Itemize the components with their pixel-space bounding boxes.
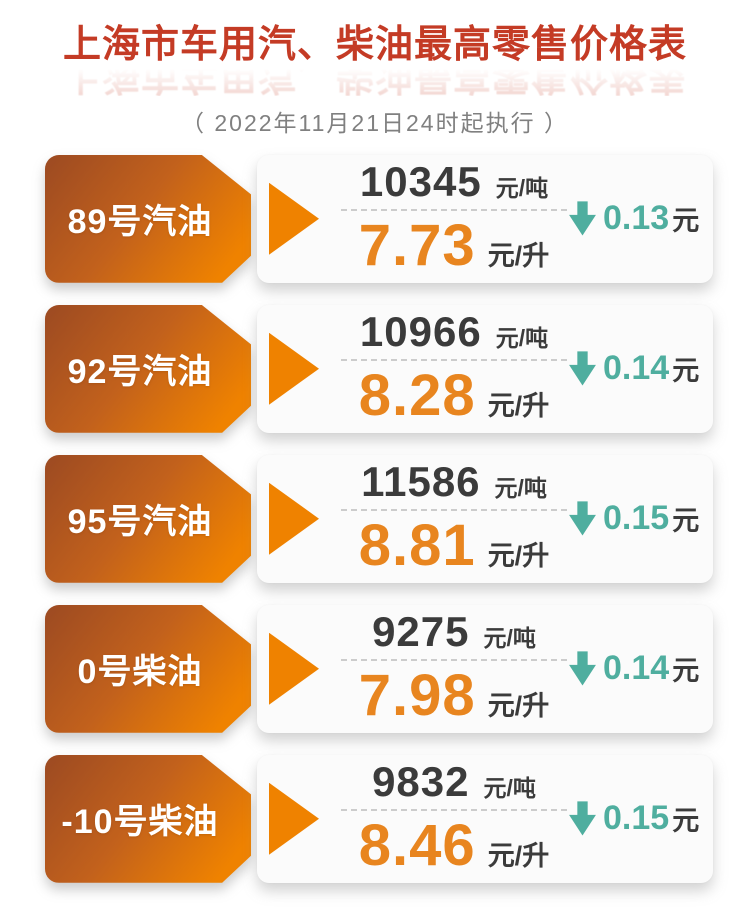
effective-date: （ 2022年11月21日24时起执行 ） [181, 109, 569, 136]
price-per-liter-line: 7.73 元/升 [359, 212, 549, 279]
page-title: 上海市车用汽、柴油最高零售价格表 [62, 24, 687, 66]
price-change-value: 0.14 [603, 349, 670, 388]
fuel-type-tag-wrap: 89号汽油 [45, 154, 251, 283]
fuel-type-tag: 92号汽油 [45, 304, 251, 433]
price-per-liter-value: 8.81 [358, 513, 476, 579]
price-per-liter-value: 8.46 [358, 813, 476, 879]
price-per-ton-value: 9832 [372, 758, 470, 806]
price-block: 10966 元/吨 8.28 元/升 [341, 308, 567, 429]
price-per-liter-unit: 元/升 [487, 841, 550, 872]
price-change: 0.15 元 [567, 499, 699, 538]
price-card: 10966 元/吨 8.28 元/升 0.14 元 [257, 304, 714, 433]
price-per-liter-line: 8.81 元/升 [359, 512, 549, 579]
fuel-type-tag-wrap: 92号汽油 [45, 304, 251, 433]
price-per-ton-unit: 元/吨 [483, 625, 536, 652]
down-arrow-icon [569, 501, 596, 536]
price-change: 0.14 元 [567, 349, 699, 388]
price-per-ton-line: 10966 元/吨 [360, 308, 548, 356]
dashed-divider [341, 359, 567, 362]
price-per-ton-unit: 元/吨 [495, 325, 549, 352]
price-change-unit: 元 [672, 806, 700, 837]
fuel-type-label: 95号汽油 [67, 503, 213, 542]
price-change-unit: 元 [672, 356, 700, 387]
price-per-liter-unit: 元/升 [487, 391, 550, 422]
price-per-liter-unit: 元/升 [487, 241, 550, 272]
price-change-unit: 元 [672, 656, 700, 687]
price-change-value: 0.15 [603, 799, 670, 838]
fuel-type-label: 92号汽油 [67, 353, 213, 392]
dashed-divider [341, 509, 567, 512]
fuel-type-tag: 89号汽油 [45, 154, 251, 283]
price-per-liter-unit: 元/升 [487, 691, 550, 722]
down-arrow-icon [569, 801, 596, 836]
price-per-ton-value: 11586 [361, 458, 481, 506]
price-per-ton-line: 9275 元/吨 [372, 608, 536, 656]
price-block: 10345 元/吨 7.73 元/升 [341, 158, 567, 279]
right-triangle-icon [269, 332, 319, 405]
price-per-liter-unit: 元/升 [487, 541, 550, 572]
right-triangle-icon [269, 182, 319, 255]
price-per-liter-value: 7.98 [358, 663, 476, 729]
price-per-ton-unit: 元/吨 [494, 475, 547, 502]
price-per-liter-line: 7.98 元/升 [359, 662, 549, 729]
price-per-ton-value: 10345 [359, 158, 482, 206]
right-triangle-icon [269, 632, 319, 705]
price-per-liter-value: 8.28 [358, 363, 476, 429]
down-arrow-icon [569, 201, 596, 236]
dashed-divider [341, 809, 567, 812]
fuel-row: 95号汽油 11586 元/吨 8.81 元/升 [45, 454, 714, 583]
price-change-value: 0.15 [603, 499, 670, 538]
price-card: 9832 元/吨 8.46 元/升 0.15 元 [257, 754, 714, 883]
price-per-ton-unit: 元/吨 [495, 175, 549, 202]
price-change-unit: 元 [672, 506, 700, 537]
fuel-type-label: 0号柴油 [77, 653, 203, 692]
down-arrow-icon [569, 351, 596, 386]
price-card: 10345 元/吨 7.73 元/升 0.13 元 [257, 154, 714, 283]
price-change: 0.13 元 [567, 199, 699, 238]
fuel-row: 0号柴油 9275 元/吨 7.98 元/升 [45, 604, 714, 733]
dashed-divider [341, 209, 567, 212]
price-per-ton-line: 10345 元/吨 [360, 158, 548, 206]
fuel-type-tag-wrap: 95号汽油 [45, 454, 251, 583]
price-change-value: 0.13 [603, 199, 670, 238]
page-title-reflection: 上海市车用汽、柴油最高零售价格表 [62, 63, 687, 96]
price-card: 11586 元/吨 8.81 元/升 0.15 元 [257, 454, 714, 583]
fuel-type-tag: 95号汽油 [45, 454, 251, 583]
price-block: 9275 元/吨 7.98 元/升 [341, 608, 567, 729]
fuel-row: -10号柴油 9832 元/吨 8.46 元/升 [45, 754, 714, 883]
fuel-type-label: 89号汽油 [67, 203, 213, 242]
price-change-value: 0.14 [603, 649, 670, 688]
price-block: 11586 元/吨 8.81 元/升 [341, 458, 567, 579]
header: 上海市车用汽、柴油最高零售价格表 上海市车用汽、柴油最高零售价格表 （ 2022… [0, 0, 750, 138]
fuel-row: 92号汽油 10966 元/吨 8.28 元/升 [45, 304, 714, 433]
dashed-divider [341, 659, 567, 662]
fuel-type-tag-wrap: -10号柴油 [45, 754, 251, 883]
price-per-ton-unit: 元/吨 [483, 775, 536, 802]
price-change: 0.15 元 [567, 799, 699, 838]
fuel-type-tag-wrap: 0号柴油 [45, 604, 251, 733]
price-change: 0.14 元 [567, 649, 699, 688]
price-change-unit: 元 [672, 206, 700, 237]
right-triangle-icon [269, 782, 319, 855]
price-per-ton-line: 9832 元/吨 [372, 758, 536, 806]
price-per-ton-line: 11586 元/吨 [361, 458, 547, 506]
price-per-liter-line: 8.46 元/升 [359, 812, 549, 879]
price-per-liter-line: 8.28 元/升 [359, 362, 549, 429]
fuel-type-tag: 0号柴油 [45, 604, 251, 733]
price-block: 9832 元/吨 8.46 元/升 [341, 758, 567, 879]
price-per-ton-value: 10966 [359, 308, 482, 356]
right-triangle-icon [269, 482, 319, 555]
price-card: 9275 元/吨 7.98 元/升 0.14 元 [257, 604, 714, 733]
price-table: 89号汽油 10345 元/吨 7.73 元/升 [45, 154, 714, 883]
price-per-ton-value: 9275 [372, 608, 470, 656]
fuel-type-label: -10号柴油 [61, 803, 219, 842]
price-per-liter-value: 7.73 [358, 213, 476, 279]
down-arrow-icon [569, 651, 596, 686]
fuel-type-tag: -10号柴油 [45, 754, 251, 883]
fuel-row: 89号汽油 10345 元/吨 7.73 元/升 [45, 154, 714, 283]
